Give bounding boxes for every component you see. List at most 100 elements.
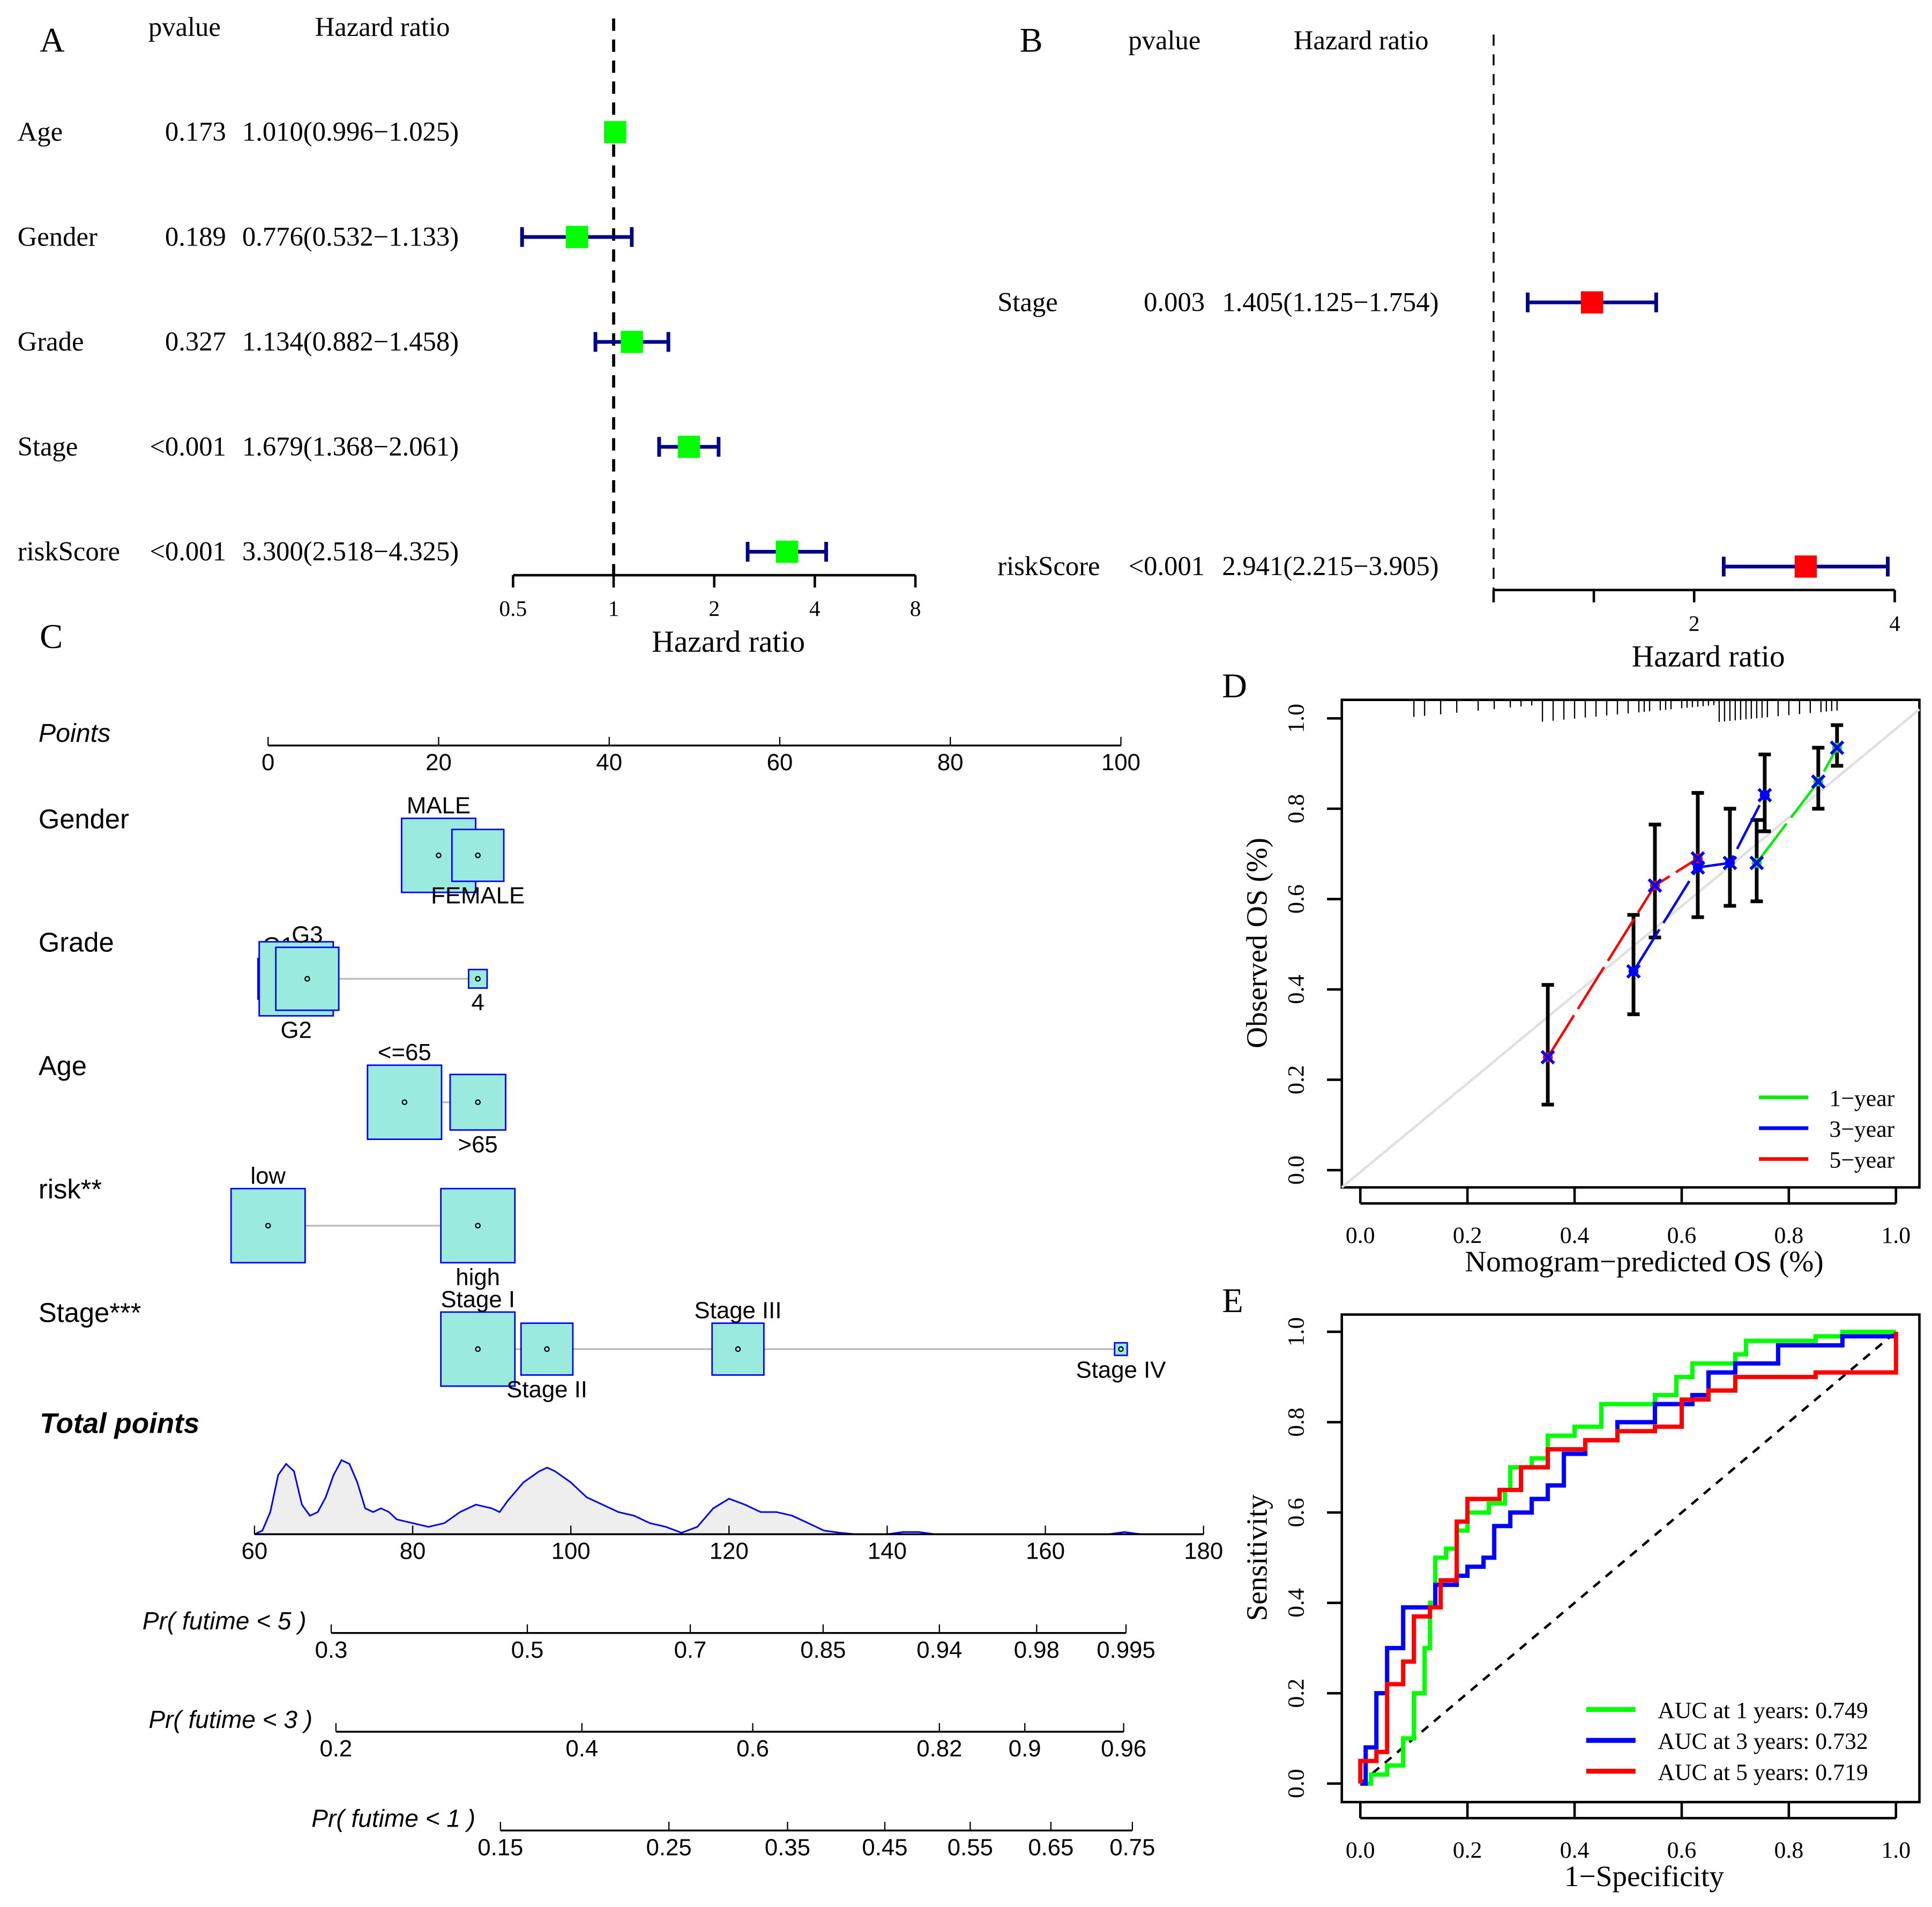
- x-tick-label: 2: [708, 596, 720, 621]
- density-curve: [254, 1459, 1204, 1536]
- level-box: [451, 829, 505, 882]
- plot-box: [1340, 698, 1921, 1189]
- prob-tick-label: 0.65: [1028, 1834, 1073, 1860]
- level-label: G3: [292, 921, 323, 948]
- level-point: [265, 1223, 271, 1229]
- hr-marker: [565, 226, 588, 248]
- total-points-tick-label: 120: [710, 1538, 749, 1565]
- level-point: [304, 975, 310, 982]
- hr-marker: [775, 540, 799, 563]
- hr-text: 0.776(0.532−1.133): [242, 221, 459, 251]
- y-tick-label: 0.2: [1283, 1065, 1309, 1094]
- legend-label: AUC at 5 years: 0.719: [1658, 1760, 1868, 1785]
- plot-D: D 0.0 0.0 0.2 0.2 0.4 0.4 0.6 0.6 0.8 0.8 1.0 1.0 Obs…: [1222, 667, 1921, 1278]
- row-label: Age: [18, 117, 63, 147]
- y-tick-label: 0.4: [1283, 1588, 1309, 1618]
- prob-tick-label: 0.98: [1014, 1637, 1060, 1663]
- points-label: Points: [39, 719, 110, 748]
- y-tick-label: 0.8: [1283, 794, 1309, 824]
- pvalue: 0.173: [165, 117, 226, 147]
- hr-marker: [1580, 291, 1603, 314]
- panel-label: C: [40, 617, 63, 655]
- x-marker: [1626, 964, 1641, 979]
- legend-label: 5−year: [1829, 1148, 1894, 1173]
- x-tick-label: 0.8: [1774, 1223, 1804, 1248]
- hr-text: 1.134(0.882−1.458): [242, 326, 459, 356]
- legend-label: 1−year: [1829, 1085, 1894, 1111]
- level-point: [436, 852, 442, 859]
- pvalue-header: pvalue: [1128, 25, 1200, 55]
- points-tick-label: 80: [937, 749, 964, 776]
- hr-marker: [677, 435, 700, 458]
- variable-label: Age: [39, 1051, 87, 1081]
- hr-marker: [621, 331, 643, 353]
- points-tick-label: 40: [596, 749, 622, 776]
- prob-tick-label: 0.55: [948, 1834, 993, 1860]
- x-tick-label: 1.0: [1881, 1837, 1911, 1863]
- level-label: <=65: [378, 1039, 431, 1066]
- prob-tick-label: 0.4: [565, 1735, 598, 1762]
- x-tick-label: 0.6: [1667, 1223, 1697, 1248]
- hr-header: Hazard ratio: [315, 12, 450, 42]
- level-label: Stage IV: [1076, 1357, 1166, 1383]
- prob-tick-label: 0.96: [1101, 1735, 1146, 1762]
- level-box: [440, 1311, 516, 1387]
- points-tick-label: 60: [767, 749, 793, 776]
- total-points-tick-label: 140: [868, 1538, 907, 1565]
- level-box: [449, 1074, 506, 1131]
- roc-curve: [1360, 1331, 1898, 1786]
- level-box: [520, 1322, 574, 1376]
- level-label: G2: [281, 1017, 312, 1044]
- prob-tick-label: 0.35: [765, 1834, 810, 1860]
- y-tick-label: 0.0: [1283, 1156, 1309, 1185]
- hr-header: Hazard ratio: [1294, 25, 1429, 55]
- x-axis-label: Hazard ratio: [1632, 640, 1785, 674]
- level-point: [475, 852, 481, 859]
- level-label: high: [456, 1264, 500, 1290]
- y-tick-label: 0.2: [1283, 1679, 1309, 1708]
- total-points-tick-label: 160: [1026, 1538, 1065, 1565]
- level-point: [475, 1099, 481, 1105]
- level-label: MALE: [407, 793, 471, 819]
- row-label: Gender: [18, 221, 98, 251]
- x-tick-label: 4: [809, 596, 820, 621]
- x-marker: [1811, 774, 1826, 789]
- x-axis-label: 1−Specificity: [1564, 1860, 1725, 1893]
- x-marker: [1722, 855, 1737, 870]
- points-tick-label: 20: [426, 749, 452, 776]
- level-point: [401, 1099, 408, 1105]
- variable-label: Grade: [39, 927, 114, 958]
- prob-tick-label: 0.85: [800, 1637, 846, 1663]
- panel-label: A: [40, 21, 65, 59]
- x-marker: [1690, 851, 1705, 866]
- x-marker: [1830, 740, 1845, 755]
- variable-label: Stage***: [39, 1297, 141, 1328]
- points-tick-label: 100: [1101, 749, 1140, 776]
- pvalue: 0.189: [165, 221, 226, 251]
- row-label: Stage: [997, 287, 1058, 317]
- level-box: [1114, 1342, 1128, 1357]
- level-box: [711, 1322, 765, 1376]
- y-tick-label: 1.0: [1283, 1317, 1309, 1346]
- level-box: [468, 969, 488, 989]
- plot-E: E 0.0 0.0 0.2 0.2 0.4 0.4 0.6 0.6 0.8 0.8 1.0 1.0 Sen…: [1222, 1282, 1921, 1893]
- prob-scale-label: Pr( futime < 5 ): [143, 1607, 307, 1635]
- nomogram: C Points 0 20 40 60 80 100 Gender MALE FEMALE Grade…: [39, 617, 1223, 1860]
- legend-label: AUC at 3 years: 0.732: [1658, 1729, 1868, 1754]
- calibration-line: [1547, 857, 1699, 1058]
- pvalue: 0.003: [1144, 287, 1205, 317]
- diagonal-line: [1359, 1331, 1897, 1785]
- x-marker: [1647, 878, 1662, 893]
- row-label: riskScore: [18, 537, 120, 567]
- y-tick-label: 0.6: [1283, 1498, 1309, 1528]
- calibration-line: [1756, 747, 1838, 864]
- x-marker: [1749, 855, 1764, 870]
- prob-tick-label: 0.45: [862, 1834, 907, 1860]
- x-tick-label: 1: [608, 596, 620, 621]
- prob-tick-label: 0.15: [478, 1834, 523, 1860]
- level-label: low: [250, 1163, 286, 1189]
- level-box: [275, 947, 340, 1011]
- pvalue: 0.327: [165, 326, 226, 356]
- level-point: [735, 1346, 741, 1352]
